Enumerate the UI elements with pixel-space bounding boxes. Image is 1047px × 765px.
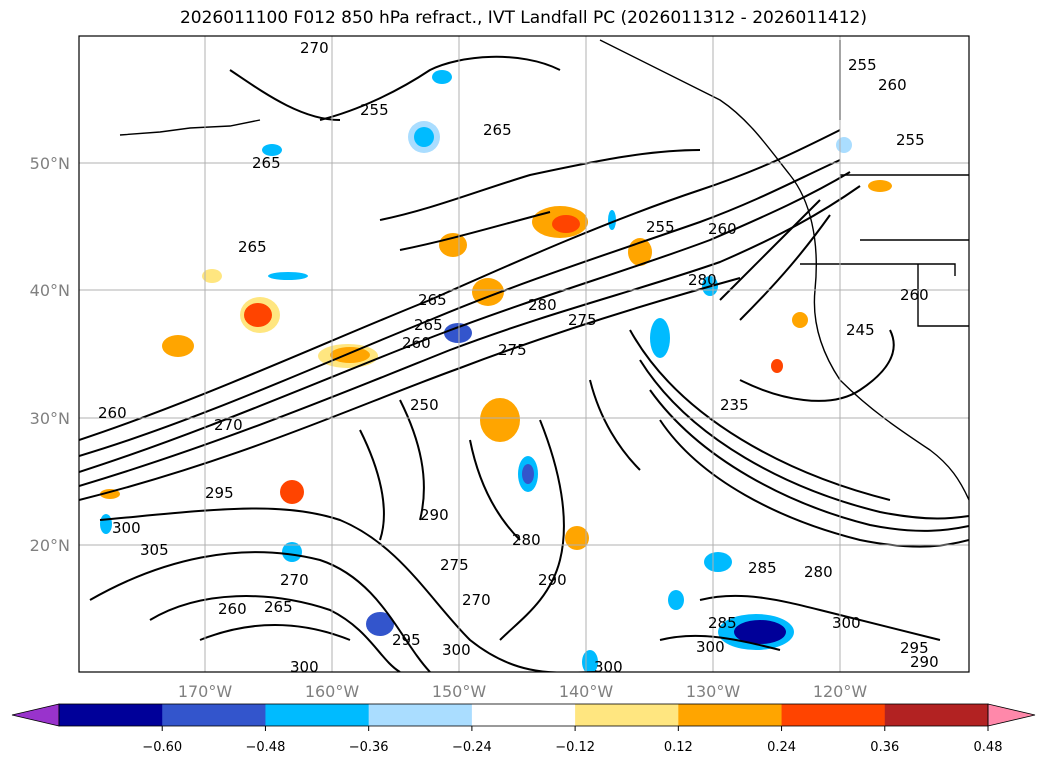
contour-label: 260	[218, 600, 247, 618]
lat-label-30n: 30°N	[30, 409, 70, 428]
contour-label: 305	[140, 541, 169, 559]
contour-label: 255	[848, 56, 877, 74]
contour-labels: 270 265 255 265 265 265 260 270 295 300 …	[98, 39, 939, 676]
colorbar-tick-label: −0.12	[555, 740, 595, 755]
contour-label: 270	[280, 571, 309, 589]
contour-label: 260	[98, 404, 127, 422]
colorbar-segment	[59, 704, 163, 726]
lon-label-150w: 150°W	[432, 682, 487, 701]
contour-label: 255	[646, 218, 675, 236]
contour-label: 235	[720, 396, 749, 414]
lon-label-130w: 130°W	[686, 682, 741, 701]
contour-label: 300	[290, 658, 319, 676]
map-frame	[78, 35, 970, 673]
contour-label: 300	[594, 658, 623, 676]
contour-label: 290	[420, 506, 449, 524]
lat-label-20n: 20°N	[30, 536, 70, 555]
colorbar-segment	[678, 704, 783, 726]
contour-label: 285	[748, 559, 777, 577]
contour-label: 280	[688, 271, 717, 289]
contour-label: 265	[418, 291, 447, 309]
colorbar-tick-label: 0.36	[870, 740, 899, 755]
contour-label: 275	[568, 311, 597, 329]
colorbar-segment	[781, 704, 886, 726]
lat-label-40n: 40°N	[30, 281, 70, 300]
lon-label-120w: 120°W	[813, 682, 868, 701]
contour-label: 265	[414, 316, 443, 334]
colorbar-segment	[575, 704, 679, 726]
colorbar-outline	[58, 703, 989, 727]
contour-label: 280	[804, 563, 833, 581]
colorbar: −0.60 −0.48 −0.36 −0.24 −0.12 0.12 0.24 0.36 0.4…	[11, 703, 1036, 755]
contour-label: 260	[708, 220, 737, 238]
contour-label: 275	[498, 341, 527, 359]
contour-label: 290	[910, 653, 939, 671]
colorbar-tick-label: 0.12	[664, 740, 693, 755]
contour-label: 245	[846, 321, 875, 339]
contour-label: 255	[896, 131, 925, 149]
contour-label: 270	[462, 591, 491, 609]
colorbar-segment	[162, 704, 266, 726]
colorbar-tick-label: 0.24	[767, 740, 796, 755]
contour-label: 265	[252, 154, 281, 172]
contour-label: 300	[832, 614, 861, 632]
contour-label: 285	[708, 614, 737, 632]
colorbar-segment	[368, 704, 473, 726]
contour-label: 275	[440, 556, 469, 574]
contour-label: 295	[392, 631, 421, 649]
longitude-labels: 170°W 160°W 150°W 140°W 130°W 120°W	[178, 682, 868, 701]
colorbar-segment	[884, 704, 989, 726]
contour-label: 265	[483, 121, 512, 139]
map-background	[79, 36, 969, 672]
lon-label-160w: 160°W	[305, 682, 360, 701]
colorbar-tick-label: −0.48	[246, 740, 286, 755]
colorbar-segments	[59, 704, 989, 726]
colorbar-segment	[471, 704, 576, 726]
colorbar-ticks: −0.60 −0.48 −0.36 −0.24 −0.12 0.12 0.24 0.36 0.4…	[142, 726, 1003, 755]
contour-label: 270	[214, 416, 243, 434]
contour-label: 280	[528, 296, 557, 314]
contour-label: 300	[112, 519, 141, 537]
colorbar-tick-label: −0.24	[452, 740, 492, 755]
contour-label: 265	[238, 238, 267, 256]
contour-label: 255	[360, 101, 389, 119]
latitude-labels: 50°N 40°N 30°N 20°N	[30, 154, 70, 555]
lat-label-50n: 50°N	[30, 154, 70, 173]
colorbar-segment	[265, 704, 370, 726]
contour-label: 295	[205, 484, 234, 502]
colorbar-tick-label: −0.60	[142, 740, 182, 755]
colorbar-tick-label: 0.48	[974, 740, 1003, 755]
colorbar-extend-low	[11, 703, 60, 727]
graticule	[79, 36, 969, 672]
colorbar-tick-label: −0.36	[349, 740, 389, 755]
contour-label: 265	[264, 598, 293, 616]
contour-label: 300	[442, 641, 471, 659]
contour-label: 270	[300, 39, 329, 57]
contour-label: 260	[878, 76, 907, 94]
contour-label: 290	[538, 571, 567, 589]
colorbar-extend-high	[987, 703, 1036, 727]
contour-label: 295	[900, 639, 929, 657]
contour-label: 260	[900, 286, 929, 304]
contour-label: 280	[512, 531, 541, 549]
map-title: 2026011100 F012 850 hPa refract., IVT La…	[179, 8, 867, 28]
refractivity-contours	[79, 55, 969, 672]
contour-label: 250	[410, 396, 439, 414]
contour-label: 300	[696, 638, 725, 656]
contour-label: 260	[402, 334, 431, 352]
lon-label-140w: 140°W	[559, 682, 614, 701]
lon-label-170w: 170°W	[178, 682, 233, 701]
